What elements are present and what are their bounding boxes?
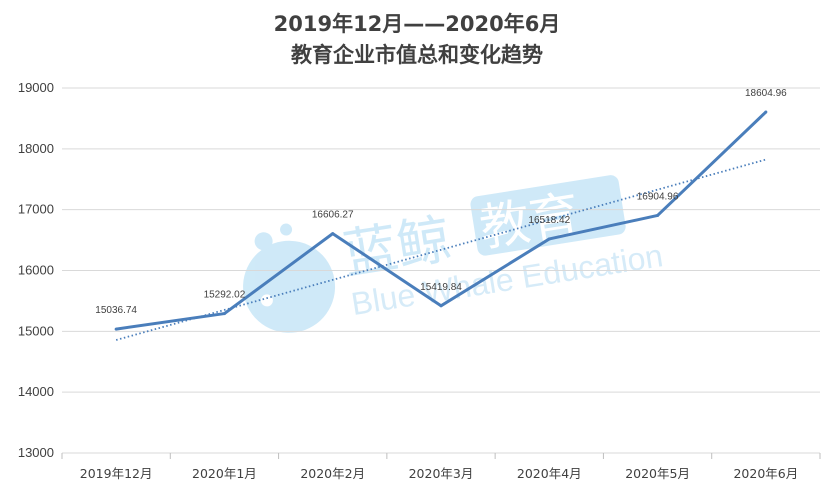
watermark-water-drop — [280, 223, 293, 236]
y-tick-label: 15000 — [18, 323, 54, 338]
data-point — [331, 232, 335, 236]
data-point — [114, 327, 118, 331]
x-axis: 2019年12月 2020年1月 2020年2月 2020年3月 2020年4月 2020… — [61, 453, 821, 481]
y-tick-label: 19000 — [18, 80, 54, 95]
x-tick-label: 2019年12月 — [80, 466, 153, 481]
data-labels: 15036.74 15292.02 16606.27 15419.84 16518.42… — [95, 88, 787, 316]
data-point — [547, 237, 551, 241]
gridlines — [62, 87, 820, 454]
y-tick-label: 18000 — [18, 141, 54, 156]
x-tick-label: 2020年5月 — [625, 466, 690, 481]
y-tick-label: 17000 — [18, 202, 54, 217]
data-label: 16606.27 — [312, 210, 354, 221]
chart-title-line2: 教育企业市值总和变化趋势 — [291, 43, 543, 67]
watermark-whale-eye — [260, 294, 273, 307]
data-label: 16518.42 — [528, 215, 570, 226]
x-tick-label: 2020年3月 — [409, 466, 474, 481]
y-axis: 13000 14000 15000 16000 17000 18000 19000 — [18, 80, 54, 460]
x-tick-label: 2020年4月 — [517, 466, 582, 481]
y-tick-label: 16000 — [18, 263, 54, 278]
x-tick-label: 2020年2月 — [300, 466, 365, 481]
trendline — [115, 158, 767, 341]
data-label: 15036.74 — [95, 305, 137, 316]
chart-title-line1: 2019年12月——2020年6月 — [274, 12, 561, 36]
y-tick-label: 13000 — [18, 445, 54, 460]
series-group — [114, 110, 768, 331]
watermark-whale-icon — [243, 240, 336, 333]
data-label: 15292.02 — [204, 290, 246, 301]
data-point — [222, 312, 226, 316]
x-tick-label: 2020年1月 — [192, 466, 257, 481]
data-label: 16904.96 — [637, 191, 679, 202]
x-tick-label: 2020年6月 — [733, 466, 798, 481]
watermark-water-drop — [254, 232, 273, 251]
data-point — [764, 110, 768, 114]
linear-trendline — [115, 158, 767, 341]
data-label: 18604.96 — [745, 88, 787, 99]
data-point — [656, 213, 660, 217]
y-tick-label: 14000 — [18, 384, 54, 399]
data-point — [439, 304, 443, 308]
watermark-badge — [470, 175, 626, 256]
data-label: 15419.84 — [420, 282, 462, 293]
